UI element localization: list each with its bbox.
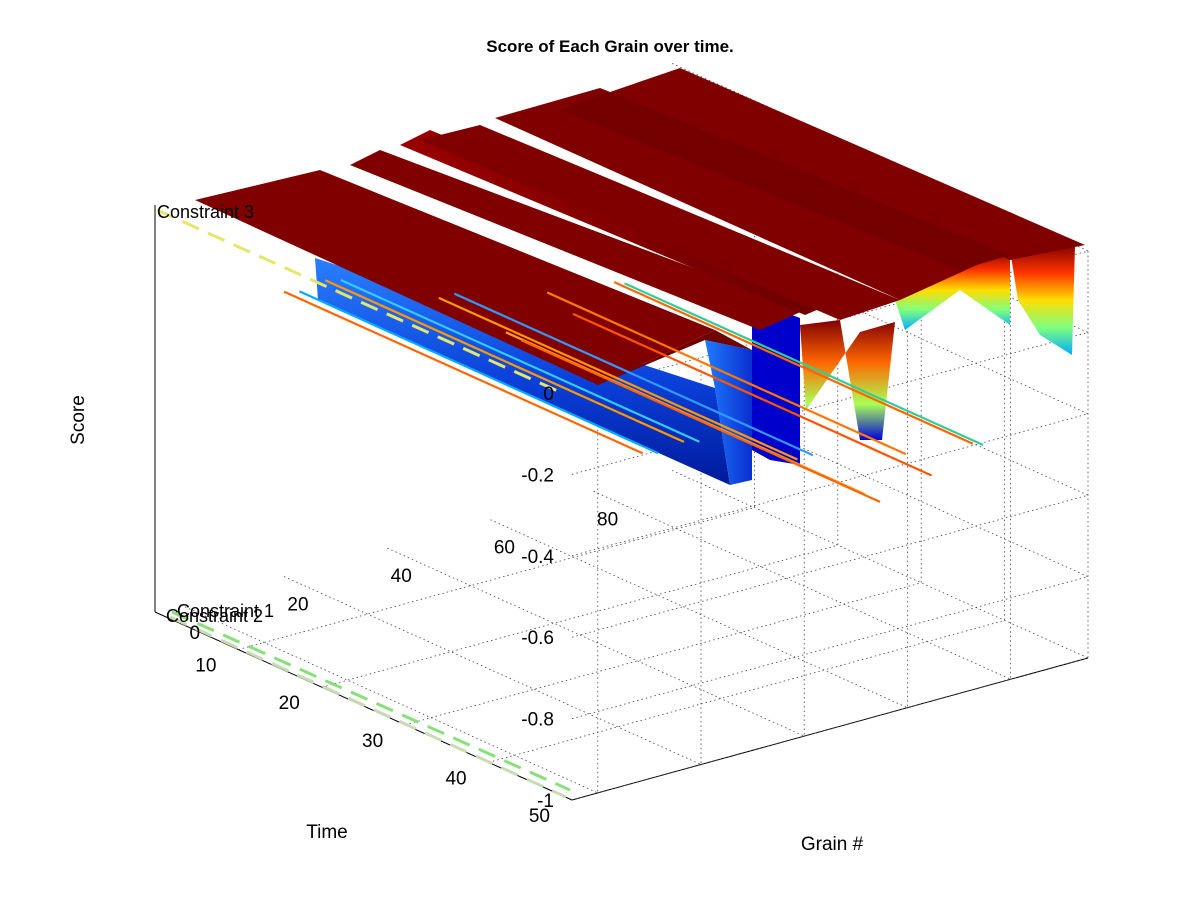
surface-ridge-2 (350, 150, 805, 330)
z-tick-label: -0.4 (521, 547, 554, 568)
z-tick-label: -1 (537, 791, 554, 812)
trace-lines (283, 279, 984, 503)
y-axis-label: Time (306, 822, 348, 843)
chart-title: Score of Each Grain over time. (486, 37, 734, 56)
x-axis-label: Grain # (801, 834, 864, 855)
trace-line (572, 312, 933, 477)
constraint-1-label: Constraint 1 (177, 601, 274, 621)
x-tick-label: 60 (494, 538, 515, 559)
trace-line (520, 339, 881, 503)
constraint-2-label: Constraint 2 (166, 606, 263, 626)
surface-ridge-5 (495, 88, 1010, 300)
y-tick-label: 10 (195, 656, 216, 677)
x-tick-label: 40 (391, 566, 412, 587)
x-tick-label: 80 (597, 509, 618, 530)
trace-line (624, 282, 984, 447)
trace-line (438, 296, 798, 461)
constraint-3-line (156, 208, 561, 394)
z-tick-label: -0.6 (521, 628, 554, 649)
constraint-lines (156, 208, 571, 799)
trace-line (340, 279, 700, 443)
surface-valley-3 (800, 320, 895, 440)
y-tick-label: 20 (279, 693, 300, 714)
x-tick-labels: 0 20 40 60 80 (190, 509, 619, 644)
surface-valley-2 (752, 300, 800, 465)
trace-line (613, 281, 974, 445)
y-tick-label: 40 (445, 768, 466, 789)
surface-ridge-4 (420, 125, 900, 320)
trace-line (283, 290, 644, 455)
z-axis-label: Score (68, 395, 89, 445)
x-tick-label: 20 (287, 595, 308, 616)
grid-line-y (488, 213, 1005, 763)
z-tick-labels: 0 -0.2 -0.4 -0.6 -0.8 -1 (521, 384, 554, 812)
constraint-2-line (169, 615, 567, 799)
trace-line (324, 279, 685, 443)
z-tick-label: -0.2 (521, 465, 554, 486)
grid-line-y (321, 138, 839, 688)
z-tick-label: 0 (543, 384, 554, 405)
surface-valley-4 (895, 250, 1010, 330)
surface-ridge-6 (610, 68, 1085, 260)
surface-ridge-1 (195, 170, 715, 385)
surface-valley-blue-side (705, 340, 752, 485)
y-tick-labels: 10 20 30 40 50 (195, 656, 550, 827)
trace-line (546, 291, 907, 456)
trace-line (453, 292, 814, 457)
surface-valley-5 (1010, 245, 1075, 355)
constraint-1-line (171, 610, 571, 792)
grid-line-y (571, 251, 1089, 801)
grid-line-x (180, 385, 599, 794)
surface-ridge-7 (560, 92, 1010, 270)
y-tick-label: 50 (529, 806, 550, 827)
z-tick-label: -0.8 (521, 710, 554, 731)
y-tick-label: 30 (362, 731, 383, 752)
x-tick-label: 0 (190, 623, 201, 644)
grid-line-y (238, 100, 755, 650)
constraint-3-label: Constraint 3 (157, 202, 254, 222)
trace-line (299, 290, 659, 455)
